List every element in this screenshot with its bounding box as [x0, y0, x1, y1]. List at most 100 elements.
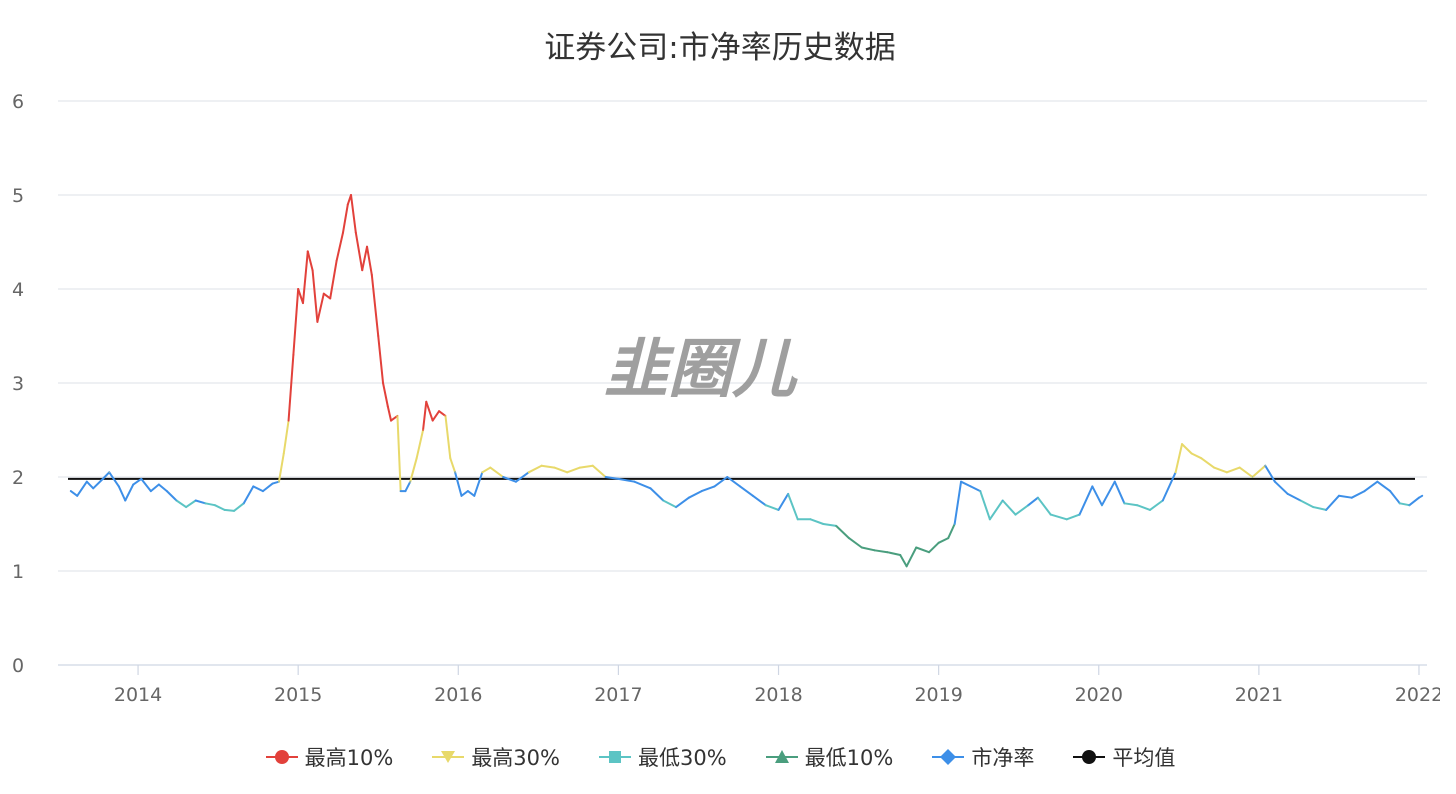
- y-tick-label: 2: [12, 467, 24, 489]
- pb-line-segment: [311, 269, 319, 323]
- pb-line-segment: [1225, 466, 1241, 474]
- legend-item[interactable]: 最低10%: [765, 742, 893, 772]
- pb-point: [262, 490, 264, 492]
- pb-point: [224, 509, 226, 511]
- pb-point: [312, 269, 314, 271]
- pb-line-segment: [604, 476, 620, 480]
- pb-line-segment: [886, 551, 902, 557]
- pb-line-segment: [117, 485, 127, 502]
- pb-point: [150, 490, 152, 492]
- pb-point: [366, 246, 368, 248]
- pb-point: [1114, 481, 1116, 483]
- y-tick-label: 6: [12, 91, 24, 113]
- pb-point: [409, 481, 411, 483]
- legend-label: 最高30%: [471, 746, 560, 770]
- legend-marker-icon: [932, 749, 965, 765]
- pb-line-segment: [1161, 471, 1177, 502]
- pb-line-segment: [149, 483, 160, 493]
- pb-point: [382, 382, 384, 384]
- pb-line-segment: [617, 477, 636, 483]
- pb-line-segment: [540, 464, 556, 469]
- pb-line-segment: [165, 490, 178, 502]
- pb-line-segment: [297, 288, 304, 305]
- pb-line-segment: [404, 480, 412, 493]
- pb-point: [1399, 502, 1401, 504]
- pb-line-segment: [633, 480, 652, 490]
- pb-point: [1351, 497, 1353, 499]
- pb-point: [713, 485, 715, 487]
- pb-line-segment: [1148, 499, 1164, 511]
- pb-line-segment: [662, 499, 678, 509]
- pb-point: [938, 542, 940, 544]
- legend-triangle-down: [441, 751, 456, 763]
- pb-line-segment: [1238, 466, 1254, 478]
- pb-point: [195, 500, 197, 501]
- pb-point: [387, 406, 389, 407]
- pb-line-segment: [502, 476, 517, 483]
- legend-marker-icon: [1073, 750, 1106, 764]
- pb-line-segment: [1136, 504, 1151, 511]
- pb-point: [1079, 514, 1081, 516]
- x-tick-label: 2017: [594, 684, 642, 706]
- legend-item[interactable]: 平均值: [1072, 742, 1175, 772]
- pb-line-segment: [1036, 496, 1052, 516]
- pb-point: [899, 554, 901, 556]
- legend-item[interactable]: 最低30%: [598, 742, 727, 772]
- pb-line-segment: [1350, 490, 1366, 499]
- pb-line-segment: [454, 471, 463, 497]
- pb-point: [1027, 504, 1029, 506]
- pb-line-segment: [431, 410, 441, 422]
- legend-circle: [1082, 750, 1097, 764]
- pb-point: [347, 203, 349, 205]
- pb-line-segment: [687, 490, 703, 499]
- pb-point: [1264, 465, 1266, 467]
- pb-point: [467, 490, 469, 492]
- pb-line-segment: [1100, 480, 1116, 507]
- pb-line-segment: [444, 414, 452, 460]
- pb-point: [1050, 514, 1052, 516]
- pb-line-segment: [329, 259, 338, 300]
- legend-item[interactable]: 市净率: [931, 742, 1034, 772]
- pb-point: [502, 476, 504, 478]
- pb-line-segment: [787, 492, 799, 521]
- pb-line-segment: [1389, 490, 1401, 505]
- grid-layer: [58, 100, 1427, 666]
- pb-point: [1091, 485, 1093, 487]
- pb-line-segment: [233, 502, 245, 512]
- pb-line-segment: [213, 504, 226, 511]
- legend-item[interactable]: 最高30%: [431, 742, 560, 772]
- pb-line-segment: [370, 273, 380, 337]
- pb-line-segment: [481, 466, 492, 474]
- pb-line-segment: [124, 483, 135, 502]
- pb-point: [288, 420, 290, 422]
- pb-line-segment: [969, 485, 982, 493]
- pb-line-segment: [92, 477, 104, 490]
- legend-triangle-up: [774, 750, 789, 763]
- pb-line-segment: [777, 492, 790, 511]
- pb-line-segment: [409, 457, 418, 483]
- pb-line-segment: [473, 471, 484, 497]
- legend-item[interactable]: 最高10%: [265, 742, 393, 772]
- pb-line-segment: [382, 382, 389, 408]
- pb-line-segment: [1049, 513, 1068, 521]
- pb-line-segment: [466, 490, 476, 497]
- pb-point: [662, 500, 664, 501]
- pb-line-segment: [185, 499, 197, 509]
- pb-point: [848, 537, 850, 539]
- pb-point: [1175, 471, 1177, 473]
- pb-point: [1014, 514, 1016, 516]
- pb-point: [915, 547, 917, 548]
- pb-line-segment: [194, 499, 207, 505]
- pb-line-segment: [1363, 480, 1379, 493]
- y-tick-label: 3: [12, 373, 24, 395]
- pb-point: [726, 476, 728, 478]
- pb-line-segment: [764, 504, 780, 511]
- pb-line-segment: [366, 245, 373, 276]
- pb-line-segment: [282, 419, 290, 455]
- legend-marker-icon: [765, 750, 798, 763]
- pb-line-segment: [361, 245, 369, 272]
- pb-point: [835, 525, 837, 527]
- pb-point: [1364, 490, 1366, 492]
- pb-point: [579, 467, 581, 469]
- pb-line-segment: [489, 466, 505, 478]
